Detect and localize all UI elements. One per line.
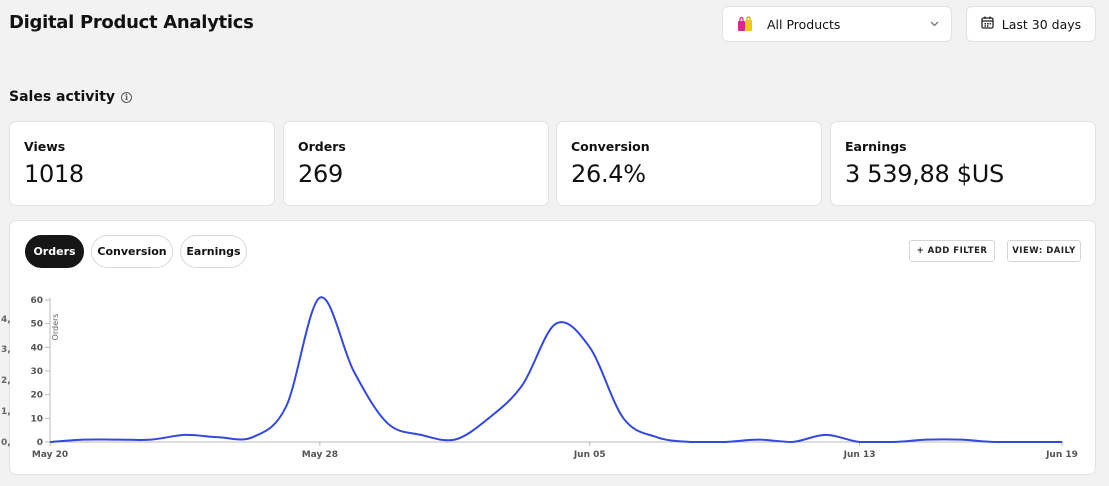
calendar-icon xyxy=(981,16,994,32)
stat-card-conversion: Conversion 26.4% xyxy=(556,121,822,206)
stat-card-views: Views 1018 xyxy=(9,121,275,206)
x-tick-label: Jun 13 xyxy=(843,450,876,460)
y-tick-label: 10 xyxy=(30,414,43,424)
x-tick-label: Jun 05 xyxy=(573,450,606,460)
y-tick-label: 40 xyxy=(30,343,43,353)
secondary-y-tick-label: 3, xyxy=(1,345,11,355)
date-range-button[interactable]: Last 30 days xyxy=(966,6,1096,42)
add-filter-button[interactable]: + ADD FILTER xyxy=(909,240,995,262)
secondary-y-tick-label: 4, xyxy=(1,315,11,325)
secondary-y-tick-label: 2, xyxy=(1,376,11,386)
x-tick-label: Jun 19 xyxy=(1045,450,1078,460)
y-tick-label: 60 xyxy=(30,296,43,306)
stat-value: 269 xyxy=(298,160,343,188)
stat-label: Views xyxy=(24,139,66,154)
tab-earnings[interactable]: Earnings xyxy=(180,235,247,268)
info-icon[interactable]: i xyxy=(121,91,133,103)
stat-label: Earnings xyxy=(845,139,907,154)
sales-activity-heading: Sales activity i xyxy=(9,89,133,105)
product-select[interactable]: All Products xyxy=(722,6,952,42)
product-select-label: All Products xyxy=(767,16,841,32)
stat-value: 26.4% xyxy=(571,160,646,188)
series-line xyxy=(49,296,1062,443)
y-axis-title: Orders xyxy=(51,314,60,341)
y-tick-label: 50 xyxy=(30,320,43,330)
sales-activity-title: Sales activity xyxy=(9,89,116,105)
date-range-label: Last 30 days xyxy=(1001,16,1082,32)
shopping-bag-icon xyxy=(737,16,753,32)
chart-panel: Orders Conversion Earnings + ADD FILTER … xyxy=(9,220,1096,475)
x-tick-label: May 28 xyxy=(302,450,338,460)
x-tick-label: May 20 xyxy=(32,450,68,460)
tab-conversion[interactable]: Conversion xyxy=(91,235,173,268)
page-title: Digital Product Analytics xyxy=(9,12,254,33)
chevron-down-icon xyxy=(930,19,939,30)
view-daily-button[interactable]: VIEW: DAILY xyxy=(1007,240,1081,262)
y-tick-label: 20 xyxy=(30,391,43,401)
stat-value: 3 539,88 $US xyxy=(845,160,1004,188)
stat-value: 1018 xyxy=(24,160,84,188)
secondary-y-tick-label: 1, xyxy=(1,407,11,417)
tab-orders[interactable]: Orders xyxy=(25,235,84,268)
secondary-y-tick-label: 0, xyxy=(1,438,11,448)
y-tick-label: 0 xyxy=(37,438,43,448)
y-tick-label: 30 xyxy=(30,367,43,377)
stat-label: Conversion xyxy=(571,139,650,154)
stat-label: Orders xyxy=(298,139,346,154)
stat-card-orders: Orders 269 xyxy=(283,121,549,206)
stat-card-earnings: Earnings 3 539,88 $US xyxy=(830,121,1096,206)
